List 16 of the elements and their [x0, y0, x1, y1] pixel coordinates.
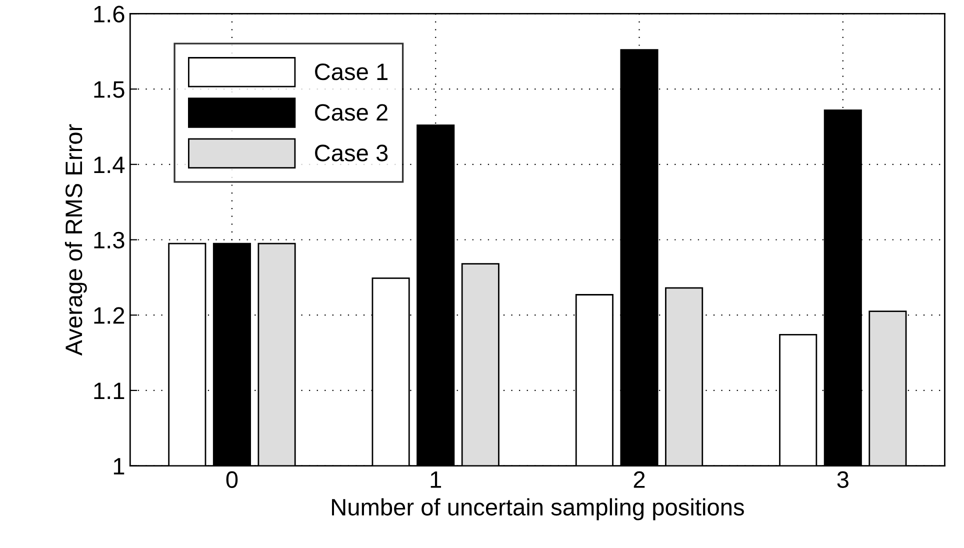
legend-label: Case 2 — [315, 104, 388, 121]
y-tick-label: 1.6 — [94, 6, 124, 22]
legend-label: Case 3 — [315, 144, 388, 162]
y-tick-label: 1.5 — [94, 81, 124, 98]
y-tick-label: 1.3 — [94, 232, 124, 249]
x-tick-label: 2 — [634, 471, 645, 488]
y-tick-label: 1.1 — [94, 382, 124, 400]
x-tick-label: 3 — [837, 471, 848, 488]
y-tick-label: 1.4 — [94, 156, 125, 173]
y-axis-title: Average of RMS Error — [64, 124, 87, 356]
legend-label: Case 1 — [315, 63, 388, 80]
y-tick-label: 1.2 — [94, 307, 124, 324]
y-tick-label: 1 — [114, 458, 124, 474]
x-axis-title: Number of uncertain sampling positions — [332, 498, 744, 520]
x-tick-label: 0 — [226, 471, 238, 488]
x-tick-label: 1 — [430, 472, 442, 488]
